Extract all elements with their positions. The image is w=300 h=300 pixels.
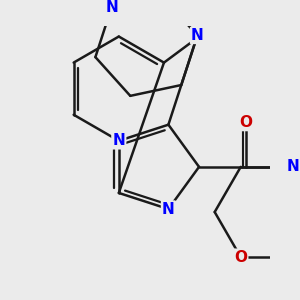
Text: O: O — [234, 250, 247, 265]
Text: N: N — [162, 202, 175, 217]
Text: N: N — [112, 133, 125, 148]
Text: O: O — [239, 115, 253, 130]
Text: N: N — [286, 159, 299, 174]
Text: N: N — [105, 0, 118, 15]
Text: N: N — [191, 28, 204, 43]
